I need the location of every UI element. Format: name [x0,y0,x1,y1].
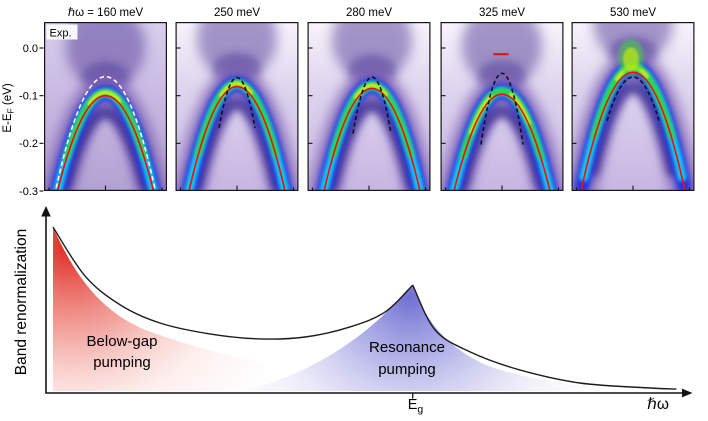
below-gap-label: Below-gap pumping [87,333,158,371]
band-hotspot [623,47,639,72]
panel-border [44,22,167,191]
arpes-panel-1 [44,22,167,191]
below-gap-region [53,227,448,391]
band-hotspot [218,81,254,98]
bottom-y-axis-label: Band renormalization [13,229,30,375]
band-hotspot [508,92,532,125]
band-interior-shadow [59,106,152,191]
band-hotspot [353,83,389,100]
reference-curve-dashed [480,72,524,145]
panel-border [440,22,564,191]
eg-tick-label: Eg [408,397,424,416]
panel-title: 325 meV [479,7,525,19]
x-axis-label: ℏω [647,396,669,413]
panel-border [175,22,299,191]
exp-label: Exp. [50,28,72,40]
fit-curve-red [453,93,551,191]
fit-curve-red [188,85,286,191]
resonance-label: Resonance pumping [369,339,445,378]
band-hotspot [87,90,122,106]
y-axis-tick-label: 0.0 [23,43,38,55]
y-axis-tick-label: -0.1 [19,90,38,102]
arpes-panel-2 [175,22,299,191]
panel-title: 530 meV [610,7,656,19]
arpes-panel-3 [307,22,431,191]
fit-curve-red [580,71,686,191]
panel-border [571,22,695,191]
exp-label-box [46,24,78,40]
band-interior-shadow [586,81,680,177]
y-axis-tick-label: -0.2 [19,138,38,150]
fit-curve-red [56,94,155,191]
arpes-panel-4 [440,22,564,191]
panel-title: ℏω = 160 meV [68,7,144,19]
panel-title: 250 meV [214,7,260,19]
x-axis-arrow [682,388,693,398]
y-axis-arrow [41,206,51,217]
renormalization-curve [52,226,677,390]
reference-curve-dashed [218,77,256,129]
fit-curve-red [323,87,421,191]
axes [45,207,684,394]
y-axis-tick-label: -0.3 [19,186,38,198]
reference-curve-dashed [352,76,392,134]
y-axis-label: E-EF (eV) [2,83,16,132]
panel-title: 280 meV [346,7,392,19]
resonance-region [240,285,642,391]
arpes-panel-5 [571,22,695,191]
band-interior-shadow [455,104,549,191]
panel-border [307,22,431,191]
